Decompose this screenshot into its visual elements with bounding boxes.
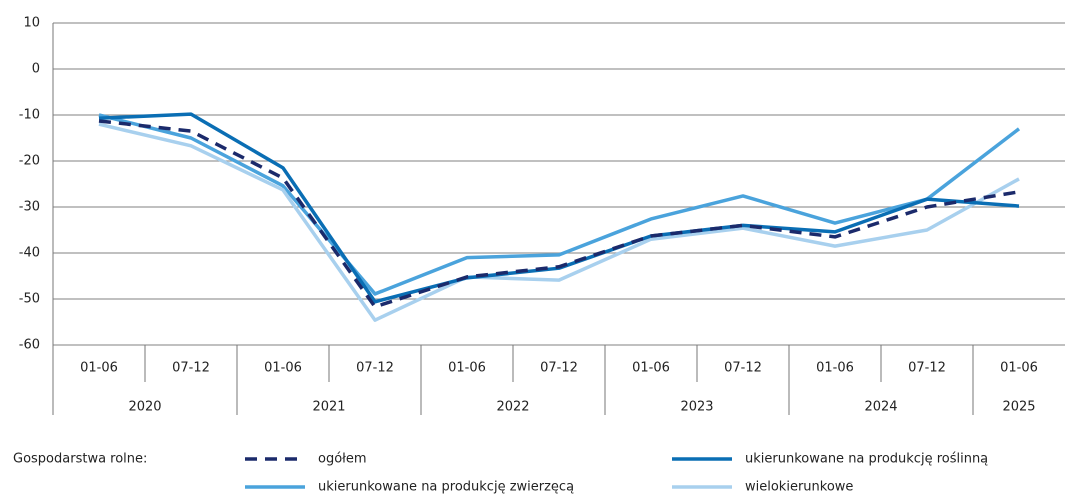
x-tick-label: 01-06 <box>1000 361 1038 376</box>
legend-label: ukierunkowane na produkcję zwierzęcą <box>318 480 574 495</box>
x-group-label: 2024 <box>864 400 897 415</box>
y-tick-label: 10 <box>23 16 40 31</box>
y-tick-label: 0 <box>32 62 40 77</box>
x-group-label: 2022 <box>496 400 529 415</box>
x-tick-label: 07-12 <box>356 361 394 376</box>
x-tick-label: 07-12 <box>908 361 946 376</box>
x-group-label: 2023 <box>680 400 713 415</box>
y-tick-label: -20 <box>19 154 40 169</box>
series-line <box>98 112 1020 304</box>
series-line <box>98 113 1021 296</box>
series-line <box>98 122 1020 322</box>
y-tick-label: -50 <box>19 292 40 307</box>
x-tick-label: 01-06 <box>632 361 670 376</box>
x-tick-label: 07-12 <box>172 361 210 376</box>
y-tick-label: -30 <box>19 200 40 215</box>
x-group-label: 2020 <box>128 400 161 415</box>
y-tick-label: -60 <box>19 338 40 353</box>
legend-title: Gospodarstwa rolne: <box>13 452 147 467</box>
series-line <box>98 119 1020 309</box>
x-tick-label: 07-12 <box>724 361 762 376</box>
x-group-label: 2025 <box>1002 400 1035 415</box>
y-tick-label: -10 <box>19 108 40 123</box>
legend-label: ogółem <box>318 452 367 467</box>
x-tick-label: 01-06 <box>264 361 302 376</box>
legend-label: wielokierunkowe <box>745 480 853 495</box>
x-tick-label: 01-06 <box>816 361 854 376</box>
x-tick-label: 07-12 <box>540 361 578 376</box>
x-group-label: 2021 <box>312 400 345 415</box>
x-tick-label: 01-06 <box>448 361 486 376</box>
y-tick-label: -40 <box>19 246 40 261</box>
x-tick-label: 01-06 <box>80 361 118 376</box>
legend-label: ukierunkowane na produkcję roślinną <box>745 452 988 467</box>
